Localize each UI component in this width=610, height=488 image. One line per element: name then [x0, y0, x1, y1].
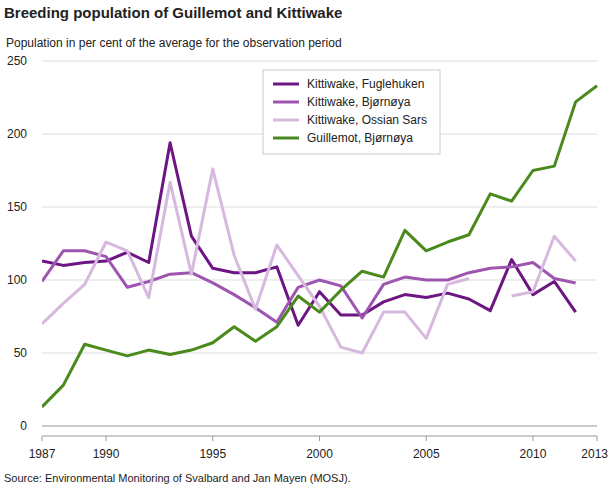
x-tick-label: 2013 [581, 447, 608, 461]
x-tick [319, 436, 320, 441]
legend-label: Guillemot, Bjørnøya [307, 131, 413, 145]
x-tick [212, 436, 213, 441]
y-tick-label: 100 [7, 273, 27, 287]
x-tick [532, 436, 533, 441]
legend-swatch [273, 119, 299, 122]
chart: Breeding population of Guillemot and Kit… [0, 0, 610, 488]
y-tick-label: 0 [20, 419, 27, 433]
series-line [42, 143, 576, 326]
x-tick-label: 2000 [306, 447, 333, 461]
y-tick-label: 200 [7, 127, 27, 141]
x-tick-label: 1990 [93, 447, 120, 461]
grid-line [42, 207, 597, 208]
grid-line [42, 61, 597, 62]
legend-box [263, 70, 440, 154]
grid-line [42, 353, 597, 354]
title: Breeding population of Guillemot and Kit… [4, 4, 342, 21]
source: Source: Environmental Monitoring of Sval… [4, 472, 351, 484]
x-tick [426, 436, 427, 441]
x-tick [106, 436, 107, 441]
x-tick-label: 1995 [199, 447, 226, 461]
legend-swatch [273, 83, 299, 86]
x-tick-label: 1987 [29, 447, 56, 461]
legend-label: Kittiwake, Ossian Sars [307, 113, 427, 127]
legend-label: Kittiwake, Bjørnøya [307, 95, 411, 109]
x-tick [597, 436, 598, 441]
legend-swatch [273, 101, 299, 104]
y-tick-label: 150 [7, 200, 27, 214]
legend: Kittiwake, Fuglehuken Kittiwake, Bjørnøya… [263, 70, 440, 154]
x-tick-label: 2005 [413, 447, 440, 461]
grid-line [42, 426, 597, 427]
legend-label: Kittiwake, Fuglehuken [307, 77, 424, 91]
series-line [42, 251, 576, 323]
subtitle: Population in per cent of the average fo… [6, 36, 342, 50]
y-tick-label: 250 [7, 54, 27, 68]
plot-area [42, 86, 597, 407]
y-tick-label: 50 [14, 346, 28, 360]
x-tick-label: 2010 [520, 447, 547, 461]
series-line [42, 86, 597, 407]
legend-swatch [273, 137, 299, 140]
x-tick [42, 436, 43, 441]
